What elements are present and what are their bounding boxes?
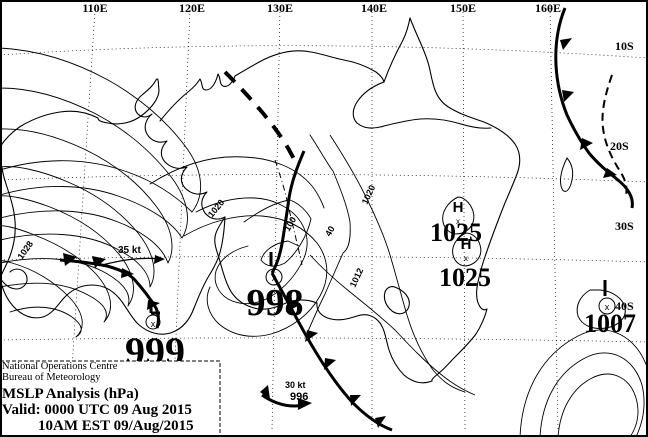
svg-text:Bureau of Meteorology: Bureau of Meteorology bbox=[2, 372, 101, 383]
svg-text:30S: 30S bbox=[615, 219, 634, 233]
svg-text:National Operations Centre: National Operations Centre bbox=[2, 361, 118, 372]
svg-text:Valid: 0000 UTC 09 Aug 2015: Valid: 0000 UTC 09 Aug 2015 bbox=[2, 402, 192, 418]
svg-text:1025: 1025 bbox=[439, 263, 491, 292]
svg-text:150E: 150E bbox=[450, 1, 476, 15]
svg-text:H: H bbox=[453, 199, 464, 216]
svg-text:110E: 110E bbox=[82, 1, 107, 15]
svg-text:30 kt: 30 kt bbox=[285, 380, 306, 390]
svg-text:130E: 130E bbox=[267, 1, 293, 15]
svg-text:1025: 1025 bbox=[430, 218, 482, 247]
svg-text:10S: 10S bbox=[615, 39, 634, 53]
svg-text:160E: 160E bbox=[535, 1, 561, 15]
svg-text:35 kt: 35 kt bbox=[118, 245, 141, 256]
svg-text:20S: 20S bbox=[610, 139, 629, 153]
svg-text:H: H bbox=[461, 236, 472, 253]
svg-text:996: 996 bbox=[290, 391, 308, 403]
svg-text:MSLP Analysis (hPa): MSLP Analysis (hPa) bbox=[2, 386, 139, 402]
svg-text:x: x bbox=[151, 319, 156, 329]
svg-text:40S: 40S bbox=[615, 299, 634, 313]
svg-text:140E: 140E bbox=[361, 1, 387, 15]
svg-text:10AM EST 09/Aug/2015: 10AM EST 09/Aug/2015 bbox=[38, 418, 194, 434]
svg-text:120E: 120E bbox=[179, 1, 205, 15]
svg-text:x: x bbox=[464, 254, 468, 263]
svg-text:1007: 1007 bbox=[584, 309, 636, 338]
